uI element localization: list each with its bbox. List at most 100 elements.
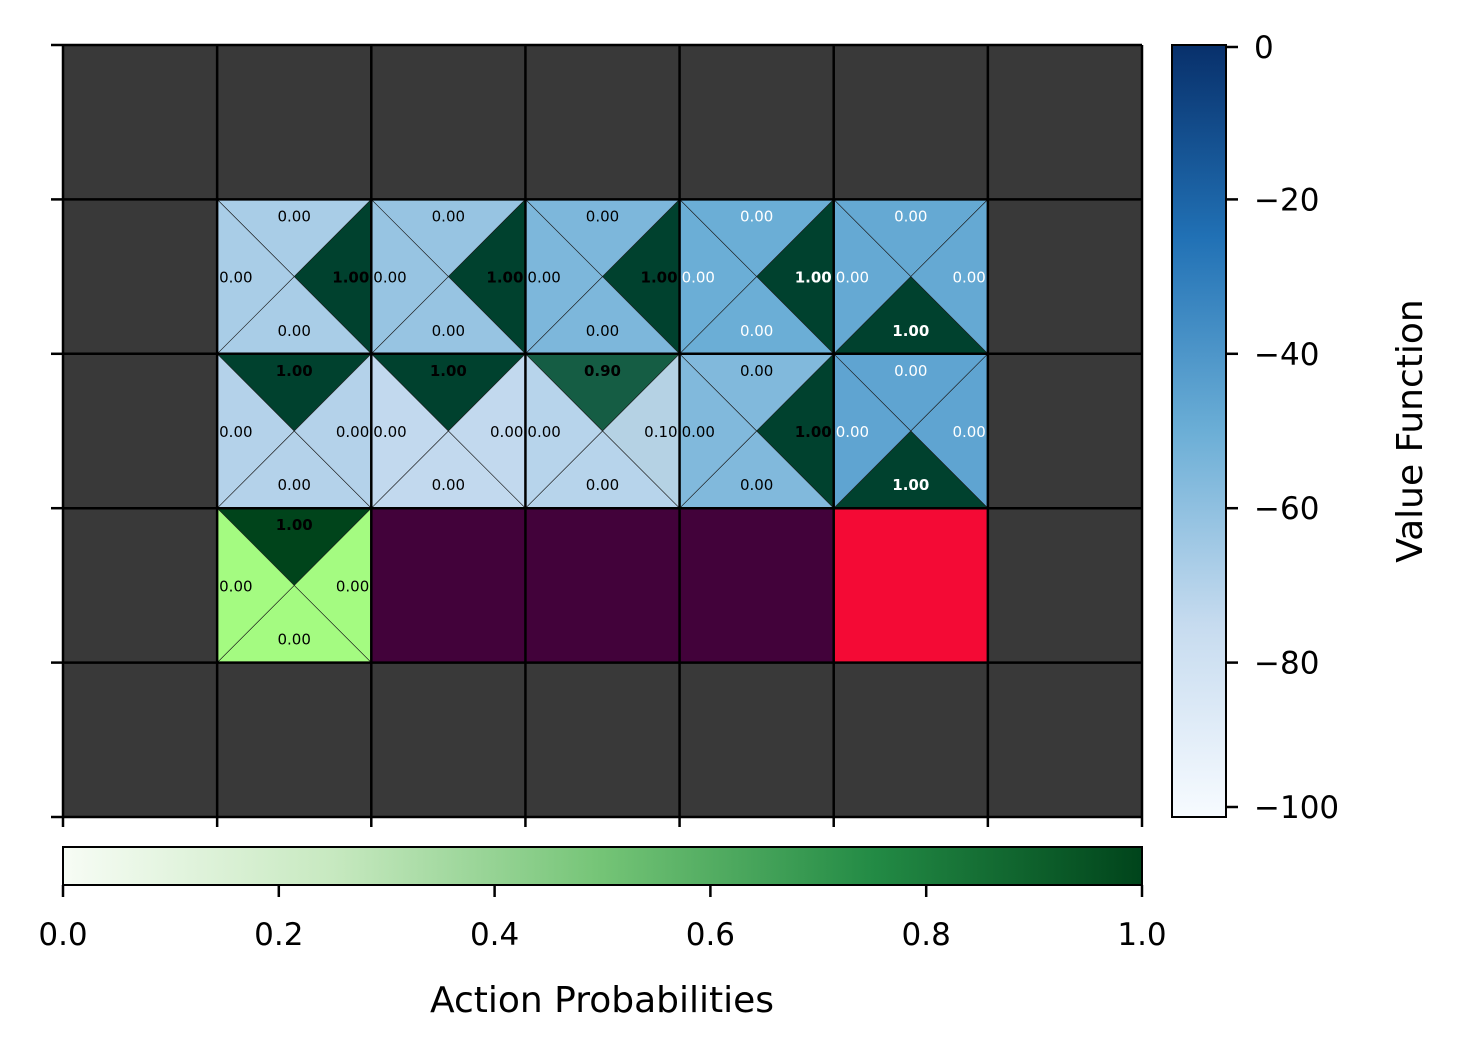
wall-cell	[987, 508, 1142, 663]
action-prob-up: 0.00	[278, 207, 311, 225]
action-prob-up: 1.00	[276, 516, 313, 534]
action-prob-left: 0.00	[527, 423, 560, 441]
action-prob-down: 0.00	[586, 476, 619, 494]
value-colorbar-tick-label: −80	[1254, 646, 1319, 682]
grid-axes	[51, 43, 1144, 827]
action-prob-down: 1.00	[892, 476, 929, 494]
action-prob-up: 0.00	[894, 362, 927, 380]
wall-cell	[987, 662, 1142, 817]
action-prob-up: 0.00	[586, 207, 619, 225]
action-prob-right: 0.00	[952, 423, 985, 441]
action-prob-down: 0.00	[278, 322, 311, 340]
action-prob-right: 1.00	[332, 269, 369, 287]
action-prob-up: 0.90	[584, 362, 621, 380]
prob-colorbar-tick-label: 0.6	[686, 917, 735, 953]
action-prob-right: 0.00	[336, 577, 369, 595]
value-colorbar-tick-label: −100	[1254, 790, 1339, 826]
prob-colorbar-tick-label: 0.0	[38, 917, 87, 953]
wall-cell	[217, 662, 372, 817]
action-prob-left: 0.00	[682, 423, 715, 441]
value-function-colorbar: 0 −20 −40 −60 −80 −100 Value Function	[1171, 30, 1431, 826]
wall-cell	[217, 45, 372, 200]
action-prob-right: 1.00	[486, 269, 523, 287]
value-colorbar-gradient	[1171, 44, 1227, 818]
prob-colorbar-tick-label: 0.8	[902, 917, 951, 953]
action-prob-right: 1.00	[795, 423, 832, 441]
action-prob-down: 0.00	[740, 476, 773, 494]
prob-colorbar-label: Action Probabilities	[430, 980, 774, 1021]
cliff-cell	[679, 508, 834, 663]
action-prob-left: 0.00	[219, 577, 252, 595]
wall-cell	[987, 199, 1142, 354]
action-prob-up: 0.00	[432, 207, 465, 225]
action-prob-up: 0.00	[894, 207, 927, 225]
action-prob-down: 1.00	[892, 322, 929, 340]
action-prob-right: 0.00	[490, 423, 523, 441]
value-colorbar-tick-label: −20	[1254, 182, 1319, 218]
action-prob-down: 0.00	[432, 322, 465, 340]
action-prob-up: 0.00	[740, 362, 773, 380]
wall-cell	[525, 662, 680, 817]
value-colorbar-ticks: 0 −20 −40 −60 −80 −100	[1226, 30, 1339, 826]
cliff-cell	[525, 508, 680, 663]
action-prob-right: 0.10	[644, 423, 677, 441]
state-cell: 0.90 0.10 0.00 0.00	[524, 353, 681, 509]
action-prob-up: 0.00	[740, 207, 773, 225]
start-cell: 1.00 0.00 0.00 0.00	[216, 507, 373, 664]
value-colorbar-tick-label: −40	[1254, 337, 1319, 373]
wall-cell	[63, 45, 218, 200]
state-cell: 0.00 0.00 1.00 0.00	[832, 353, 989, 509]
prob-colorbar-tick-label: 0.2	[254, 917, 303, 953]
action-prob-left: 0.00	[682, 269, 715, 287]
goal-cell	[833, 508, 988, 663]
action-prob-left: 0.00	[836, 423, 869, 441]
state-cell: 0.00 1.00 0.00 0.00	[678, 353, 835, 509]
wall-cell	[63, 508, 218, 663]
action-prob-right: 1.00	[795, 269, 832, 287]
action-prob-right: 0.00	[952, 269, 985, 287]
wall-cell	[833, 662, 988, 817]
prob-colorbar-tick-label: 0.4	[470, 917, 519, 953]
prob-colorbar-tick-label: 1.0	[1117, 917, 1166, 953]
state-cell: 1.00 0.00 0.00 0.00	[216, 353, 373, 509]
action-prob-down: 0.00	[278, 631, 311, 649]
wall-cell	[833, 45, 988, 200]
action-prob-up: 1.00	[276, 362, 313, 380]
state-cell: 0.00 1.00 0.00 0.00	[524, 198, 681, 355]
gridworld-grid: 0.001.000.000.000.001.000.000.000.001.00…	[63, 45, 1142, 817]
wall-cell	[679, 45, 834, 200]
action-prob-down: 0.00	[586, 322, 619, 340]
prob-colorbar-gradient	[62, 846, 1143, 886]
value-colorbar-tick-label: −60	[1254, 491, 1319, 527]
wall-cell	[371, 45, 526, 200]
value-colorbar-label: Value Function	[1390, 299, 1431, 562]
wall-cell	[525, 45, 680, 200]
state-cell: 0.00 1.00 0.00 0.00	[678, 198, 835, 355]
action-prob-left: 0.00	[373, 423, 406, 441]
action-prob-left: 0.00	[836, 269, 869, 287]
action-prob-left: 0.00	[527, 269, 560, 287]
prob-colorbar-ticks: 0.0 0.2 0.4 0.6 0.8 1.0	[38, 885, 1167, 953]
action-prob-left: 0.00	[219, 423, 252, 441]
action-prob-down: 0.00	[278, 476, 311, 494]
action-prob-down: 0.00	[432, 476, 465, 494]
action-prob-left: 0.00	[219, 269, 252, 287]
wall-cell	[63, 662, 218, 817]
wall-cell	[63, 353, 218, 509]
state-cell: 0.00 1.00 0.00 0.00	[216, 198, 373, 355]
state-cell: 0.00 0.00 1.00 0.00	[832, 198, 989, 355]
wall-cell	[63, 199, 218, 354]
action-prob-up: 1.00	[430, 362, 467, 380]
state-cell: 0.00 1.00 0.00 0.00	[370, 198, 527, 355]
action-prob-right: 0.00	[336, 423, 369, 441]
wall-cell	[679, 662, 834, 817]
cliff-cell	[371, 508, 526, 663]
action-probabilities-colorbar: 0.0 0.2 0.4 0.6 0.8 1.0 Action Probabilities	[38, 846, 1167, 1021]
action-prob-left: 0.00	[373, 269, 406, 287]
wall-cell	[987, 353, 1142, 509]
action-prob-down: 0.00	[740, 322, 773, 340]
value-colorbar-tick-label: 0	[1254, 30, 1274, 66]
wall-cell	[987, 45, 1142, 200]
state-cell: 1.00 0.00 0.00 0.00	[370, 353, 527, 509]
